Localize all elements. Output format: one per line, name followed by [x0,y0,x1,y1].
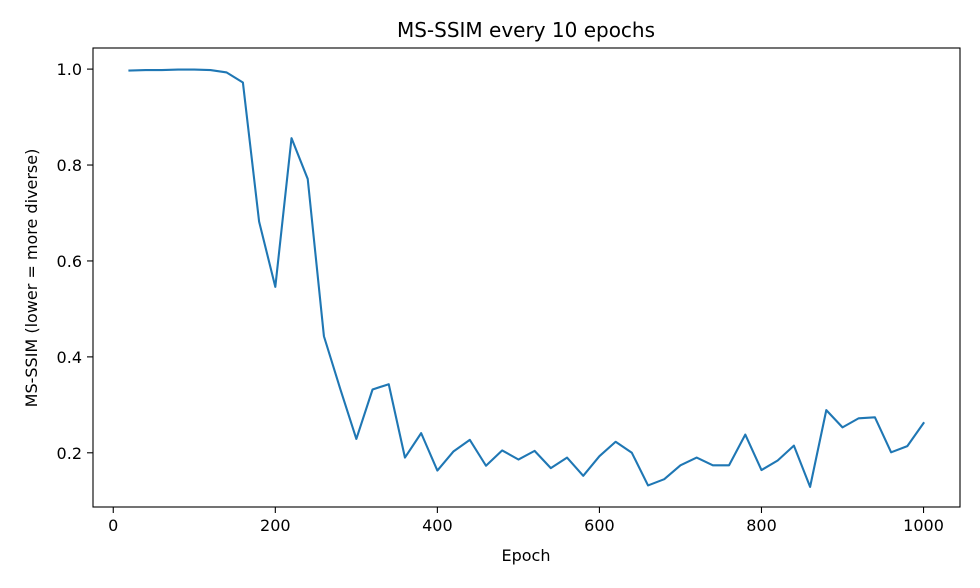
x-tick-label: 0 [108,516,118,535]
series-line [128,68,926,488]
x-tick-label: 1000 [903,516,944,535]
x-tick-label: 400 [422,516,453,535]
y-tick-label: 0.8 [57,156,82,175]
chart-title: MS-SSIM every 10 epochs [397,18,655,42]
y-axis-title: MS-SSIM (lower = more diverse) [22,149,41,408]
y-tick-label: 0.4 [57,348,82,367]
x-tick-label: 800 [746,516,777,535]
y-tick-label: 0.2 [57,444,82,463]
y-tick-label: 1.0 [57,60,82,79]
y-tick-label: 0.6 [57,252,82,271]
x-axis-title: Epoch [502,546,551,565]
x-tick-label: 600 [584,516,615,535]
plot-frame [92,47,961,508]
x-tick-label: 200 [260,516,291,535]
